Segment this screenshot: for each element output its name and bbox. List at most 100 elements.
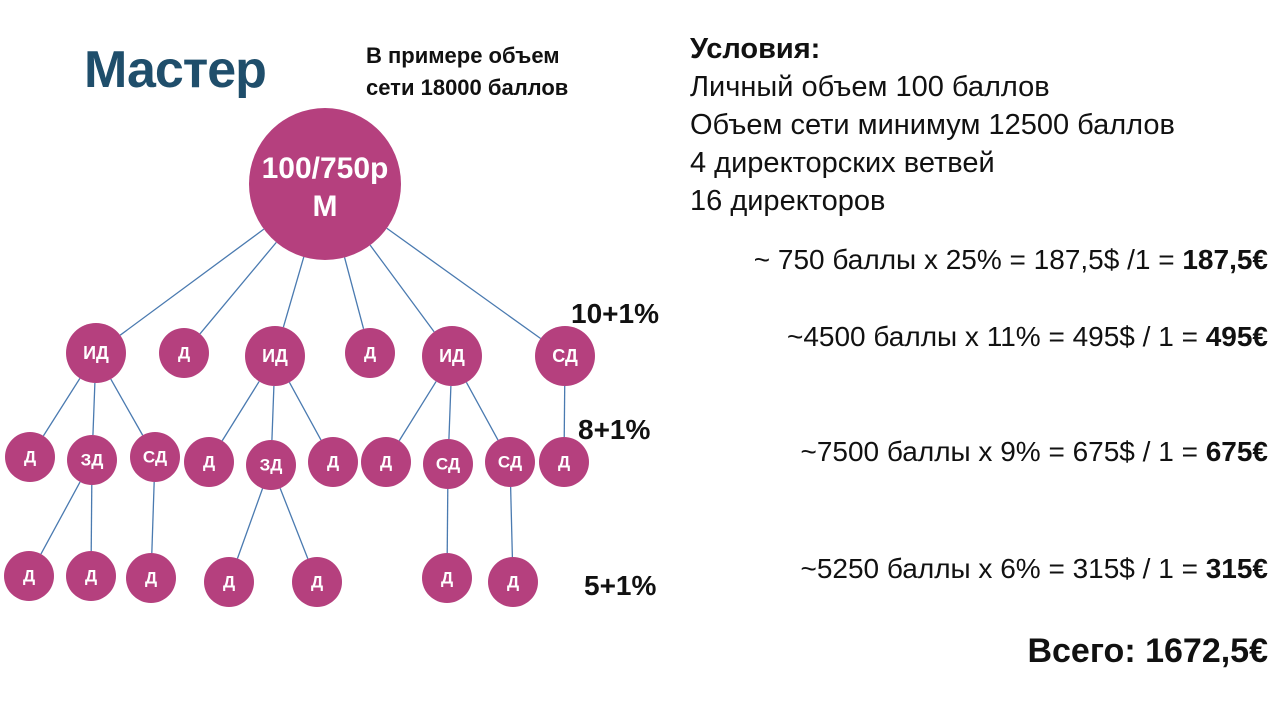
level-label-1: 10+1% (571, 298, 659, 329)
tree-node-label: Д (23, 566, 35, 585)
tree-edge-n5-n13 (398, 381, 437, 442)
tree-edge-n9-n19 (151, 481, 155, 554)
tree-edge-root-n5 (369, 244, 435, 333)
tree-node-n18: Д (66, 551, 116, 601)
calc-line-2: ~4500 баллы х 11% = 495$ / 1 = 495€ (787, 321, 1268, 353)
tree-edge-n3-n11 (271, 385, 275, 441)
tree-node-n2: Д (159, 328, 209, 378)
tree-edge-n3-n12 (288, 382, 322, 441)
tree-node-n10: Д (184, 437, 234, 487)
condition-item: 4 директорских ветвей (690, 147, 995, 179)
example-note-line: В примере объем (366, 43, 560, 68)
tree-node-n20: Д (204, 557, 254, 607)
calc-line-1: ~ 750 баллы х 25% = 187,5$ /1 = 187,5€ (754, 244, 1268, 276)
tree-edge-root-n3 (282, 256, 305, 328)
tree-edge-n1-n9 (110, 378, 144, 436)
calc-formula: ~ 750 баллы х 25% = 187,5$ /1 = (753, 244, 1183, 275)
tree-node-label: СД (436, 454, 460, 473)
conditions-heading: Условия: (690, 33, 821, 65)
calc-formula: ~5250 баллы х 6% = 315$ / 1 = (800, 553, 1206, 584)
calc-result: 495€ (1205, 321, 1268, 352)
tree-node-label: Д (380, 452, 392, 471)
root-node-volume-label: 100/750р (262, 152, 389, 185)
tree-node-label: Д (178, 343, 190, 362)
page-title: Мастер (84, 41, 267, 99)
example-note-line: сети 18000 баллов (366, 75, 569, 100)
tree-node-n8: ЗД (67, 435, 117, 485)
tree-node-label: Д (223, 572, 235, 591)
tree-edge-n3-n10 (221, 381, 260, 442)
tree-node-label: ИД (83, 343, 109, 363)
tree-edge-n8-n18 (90, 484, 93, 552)
tree-node-label: Д (311, 572, 323, 591)
level-label-3: 5+1% (584, 570, 657, 601)
tree-node-label: ИД (439, 346, 465, 366)
tree-node-label: Д (24, 447, 36, 466)
tree-edges (40, 227, 566, 559)
tree-node-label: Д (441, 568, 453, 587)
tree-node-label: СД (498, 452, 522, 471)
tree-edge-n14-n22 (446, 488, 449, 554)
tree-node-label: Д (364, 343, 376, 362)
condition-item: Объем сети минимум 12500 баллов (690, 109, 1175, 141)
tree-root-node: 100/750р М (249, 108, 401, 260)
tree-node-label: Д (85, 566, 97, 585)
tree-node-n7: Д (5, 432, 55, 482)
level-label-2: 8+1% (578, 414, 651, 445)
tree-nodes: 100/750р М ИД Д ИД Д ИД СД Д ЗД СД Д ЗД Д Д СД СД Д Д Д Д Д Д Д… (4, 108, 595, 607)
tree-node-label: Д (145, 568, 157, 587)
tree-edge-root-n4 (343, 257, 365, 330)
tree-node-n3: ИД (245, 326, 305, 386)
root-node-rank-label: М (313, 190, 338, 223)
tree-node-n19: Д (126, 553, 176, 603)
tree-node-label: Д (203, 452, 215, 471)
tree-edge-n11-n21 (279, 488, 309, 559)
tree-edge-root-n2 (199, 241, 277, 335)
tree-node-n21: Д (292, 557, 342, 607)
tree-node-n11: ЗД (246, 440, 296, 490)
tree-node-label: СД (143, 447, 167, 466)
tree-edge-root-n6 (386, 227, 541, 340)
tree-node-n1: ИД (66, 323, 126, 383)
tree-node-n17: Д (4, 551, 54, 601)
tree-edge-n8-n17 (40, 481, 81, 555)
tree-node-label: ЗД (81, 450, 104, 469)
network-tree: 100/750р М ИД Д ИД Д ИД СД Д ЗД СД Д ЗД Д Д СД СД Д Д Д Д Д Д Д… (4, 108, 595, 607)
tree-edge-n11-n20 (236, 488, 264, 559)
calc-formula: ~7500 баллы х 9% = 675$ / 1 = (800, 436, 1206, 467)
tree-node-n4: Д (345, 328, 395, 378)
tree-edge-root-n1 (119, 228, 265, 336)
tree-node-n22: Д (422, 553, 472, 603)
example-note: В примере объем сети 18000 баллов (366, 40, 568, 104)
total-sum: Всего: 1672,5€ (1027, 632, 1268, 670)
tree-edge-n1-n8 (92, 382, 96, 436)
tree-node-label: Д (507, 572, 519, 591)
condition-item: Личный объем 100 баллов (690, 71, 1050, 103)
tree-node-n15: СД (485, 437, 535, 487)
calc-line-3: ~7500 баллы х 9% = 675$ / 1 = 675€ (800, 436, 1268, 468)
tree-edge-n15-n23 (509, 486, 514, 558)
tree-edge-n1-n7 (42, 377, 81, 437)
calc-line-4: ~5250 баллы х 6% = 315$ / 1 = 315€ (800, 553, 1268, 585)
calc-result: 675€ (1205, 436, 1268, 467)
tree-node-n23: Д (488, 557, 538, 607)
tree-edge-n5-n15 (465, 382, 499, 441)
tree-node-n9: СД (130, 432, 180, 482)
tree-node-label: Д (327, 452, 339, 471)
tree-edge-n5-n14 (448, 385, 452, 440)
tree-node-label: Д (558, 452, 570, 471)
tree-node-n16: Д (539, 437, 589, 487)
conditions-block: Условия: Личный объем 100 баллов Объем с… (690, 30, 1175, 220)
tree-node-label: СД (552, 346, 578, 366)
tree-node-n5: ИД (422, 326, 482, 386)
tree-node-n14: СД (423, 439, 473, 489)
tree-node-label: ИД (262, 346, 288, 366)
calc-result: 187,5€ (1182, 244, 1268, 275)
tree-node-label: ЗД (260, 455, 283, 474)
tree-node-n12: Д (308, 437, 358, 487)
calc-result: 315€ (1205, 553, 1268, 584)
tree-node-n6: СД (535, 326, 595, 386)
condition-item: 16 директоров (690, 185, 886, 217)
tree-node-n13: Д (361, 437, 411, 487)
calc-formula: ~4500 баллы х 11% = 495$ / 1 = (786, 321, 1206, 352)
